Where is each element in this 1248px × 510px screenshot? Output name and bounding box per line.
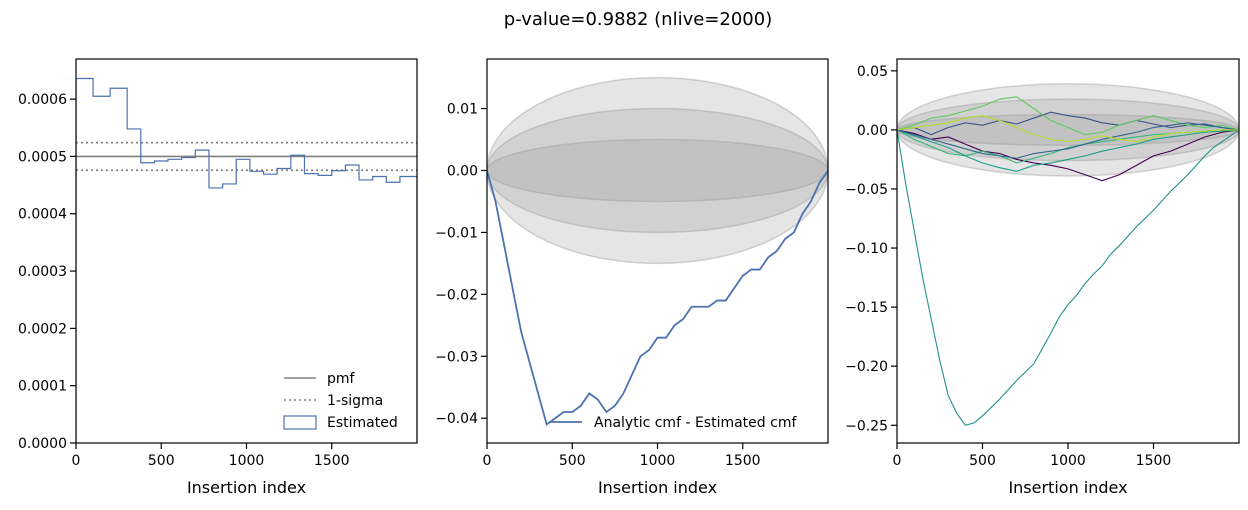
estimated-histogram — [76, 77, 417, 443]
y-tick-label: −0.10 — [845, 241, 888, 257]
x-tick-label: 0 — [893, 453, 902, 469]
sigma-band-3 — [897, 83, 1239, 177]
walk-line-7 — [897, 115, 1239, 143]
legend-label: pmf — [327, 371, 356, 387]
walk-line-1 — [897, 111, 1239, 136]
x-tick-label: 0 — [72, 453, 81, 469]
legend-swatch-estimated — [283, 415, 317, 430]
x-tick-label: 1500 — [314, 453, 350, 469]
figure-title: p-value=0.9882 (nlive=2000) — [504, 9, 772, 30]
y-tick-label: −0.20 — [845, 359, 888, 375]
legend-label: Estimated — [327, 415, 398, 431]
x-tick-label: 0 — [483, 453, 492, 469]
y-tick-label: −0.03 — [435, 349, 478, 365]
y-tick-label: −0.05 — [845, 182, 888, 198]
y-tick-label: 0.0002 — [18, 321, 67, 337]
legend: pmf 1-sigma Estimated — [283, 371, 398, 431]
legend-label: Analytic cmf - Estimated cmf — [594, 415, 797, 431]
walk-line-2 — [897, 129, 1239, 426]
x-tick-label: 500 — [148, 453, 175, 469]
x-tick-label: 1000 — [229, 453, 265, 469]
plot-area — [487, 76, 828, 426]
y-tick-label: −0.04 — [435, 411, 478, 427]
x-tick-label: 1500 — [1136, 453, 1172, 469]
x-tick-label: 1000 — [1050, 453, 1086, 469]
y-tick-label: 0.0004 — [18, 207, 67, 223]
x-tick-label: 500 — [969, 453, 996, 469]
y-tick-label: 0.00 — [447, 163, 478, 179]
y-tick-label: 0.0003 — [18, 264, 67, 280]
sigma-band-2 — [487, 107, 828, 234]
plot-area — [897, 83, 1239, 426]
walk-line-5 — [897, 129, 1239, 172]
y-tick-label: 0.01 — [447, 102, 478, 118]
y-tick-label: 0.00 — [857, 123, 888, 139]
y-tick-label: 0.05 — [857, 64, 888, 80]
legend: Analytic cmf - Estimated cmf — [549, 415, 797, 431]
x-tick-label: 1500 — [725, 453, 761, 469]
walk-line-0 — [897, 129, 1239, 182]
walk-line-6 — [897, 122, 1239, 159]
pmf-panel: 0 500 1000 1500 0.0000 0.0001 0.0002 0.0003 0.00… — [18, 58, 418, 497]
y-tick-label: −0.25 — [845, 418, 888, 434]
x-axis-label: Insertion index — [187, 478, 306, 497]
sigma-band-3 — [487, 76, 828, 265]
cmf-difference-panel: 0 500 1000 1500 −0.04 −0.03 −0.02 −0.01 0.00 0.01… — [435, 58, 829, 497]
sigma-band-1 — [897, 113, 1239, 146]
plot-area — [76, 77, 417, 443]
cmf-difference-line — [487, 169, 828, 426]
y-tick-label: 0.0005 — [18, 149, 67, 165]
y-tick-label: 0.0006 — [18, 92, 67, 108]
y-tick-label: 0.0000 — [18, 436, 67, 452]
y-tick-label: −0.15 — [845, 300, 888, 316]
x-tick-label: 1000 — [640, 453, 676, 469]
random-walks-panel: 0 500 1000 1500 −0.25 −0.20 −0.15 −0.10 −0.05 0.0… — [845, 58, 1240, 497]
sigma-band-1 — [487, 138, 828, 203]
x-axis-label: Insertion index — [1008, 478, 1127, 497]
y-tick-label: −0.01 — [435, 225, 478, 241]
x-tick-label: 500 — [559, 453, 586, 469]
y-tick-label: −0.02 — [435, 287, 478, 303]
legend-label: 1-sigma — [327, 393, 383, 409]
sigma-band-2 — [897, 98, 1239, 162]
x-axis-label: Insertion index — [598, 478, 717, 497]
y-tick-label: 0.0001 — [18, 379, 67, 395]
